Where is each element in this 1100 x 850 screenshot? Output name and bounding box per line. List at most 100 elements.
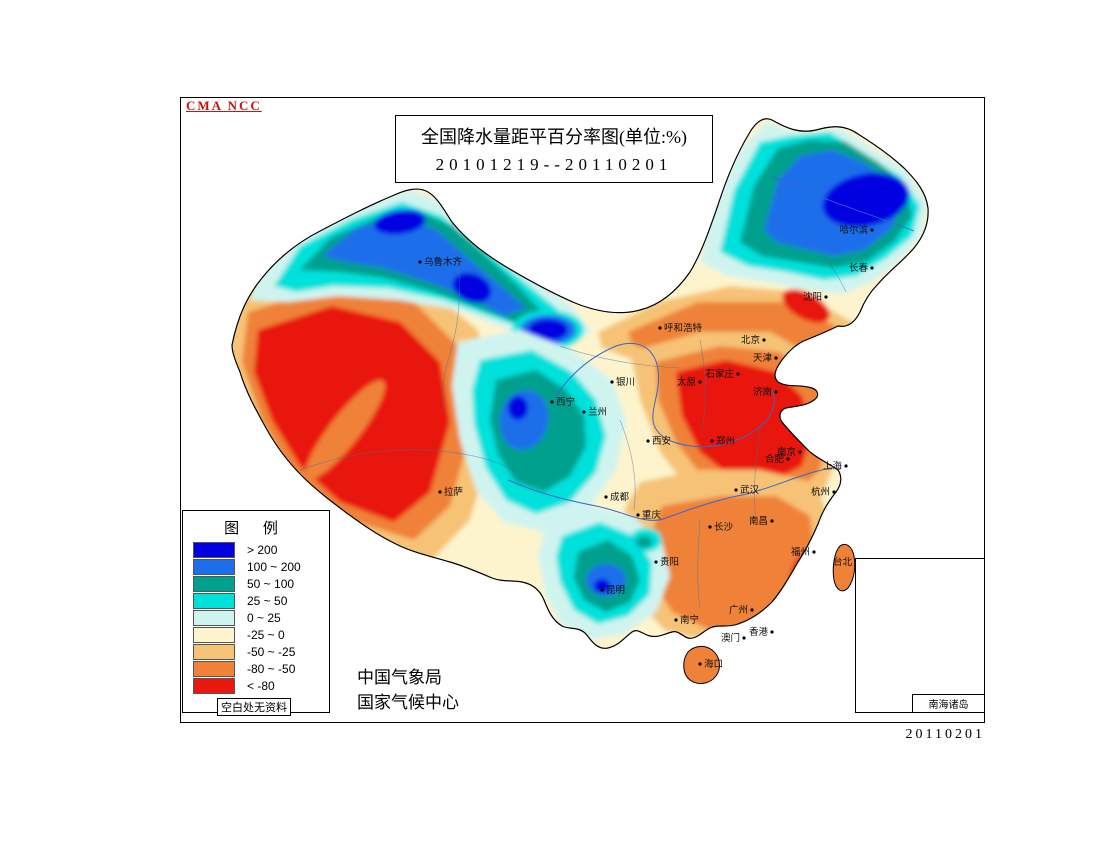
city-marker: 郑州 <box>710 435 735 447</box>
city-label: 长沙 <box>714 521 734 533</box>
map-title: 全国降水量距平百分率图(单位:%) <box>421 127 687 147</box>
city-marker: 重庆 <box>636 509 662 521</box>
city-marker: 拉萨 <box>438 486 464 498</box>
city-label: 郑州 <box>716 435 735 447</box>
city-marker: 香港 <box>749 626 774 638</box>
city-dot <box>708 525 712 529</box>
city-marker: 南昌 <box>749 515 774 527</box>
city-marker: 兰州 <box>582 406 607 418</box>
legend-label: -25 ~ 0 <box>247 627 285 642</box>
yangtze-river <box>507 466 839 521</box>
map-date-range: 20101219--20110201 <box>435 155 673 174</box>
city-label: 广州 <box>729 604 748 616</box>
city-label: 成都 <box>610 491 630 503</box>
legend-swatch <box>193 575 235 592</box>
china-outline <box>231 118 929 649</box>
city-marker: 南宁 <box>674 614 699 626</box>
city-dot <box>734 488 738 492</box>
city-label: 太原 <box>677 376 696 388</box>
legend-item: 50 ~ 100 <box>193 575 329 592</box>
city-label: 南京 <box>777 446 796 458</box>
city-dot <box>750 608 754 612</box>
legend-label: 100 ~ 200 <box>247 559 301 574</box>
agency-line2: 国家气候中心 <box>357 692 459 712</box>
rivers <box>507 175 915 521</box>
city-label: 呼和浩特 <box>664 322 703 334</box>
city-label: 北京 <box>741 334 760 346</box>
city-marker: 海口 <box>698 658 723 670</box>
city-dot <box>674 618 678 622</box>
legend-label: > 200 <box>247 542 278 557</box>
city-marker: 上海 <box>823 460 848 472</box>
city-label: 石家庄 <box>705 368 734 380</box>
city-marker: 太原 <box>677 376 702 388</box>
city-dot <box>762 338 766 342</box>
city-label: 乌鲁木齐 <box>424 256 463 268</box>
city-marker: 武汉 <box>734 484 760 496</box>
city-marker: 广州 <box>729 604 754 616</box>
city-dot <box>698 380 702 384</box>
city-marker: 贵阳 <box>654 556 679 568</box>
city-dot <box>646 439 650 443</box>
songhua-river <box>771 175 915 232</box>
legend-item: -25 ~ 0 <box>193 626 329 643</box>
city-label: 长春 <box>849 262 869 274</box>
city-marker: 哈尔滨 <box>839 224 874 236</box>
city-label: 香港 <box>749 626 769 638</box>
legend-item: > 200 <box>193 541 329 558</box>
city-label: 拉萨 <box>444 486 464 498</box>
legend-label: -50 ~ -25 <box>247 644 296 659</box>
city-label: 银川 <box>616 376 635 388</box>
legend: 图 例 > 200 100 ~ 200 50 ~ 100 25 ~ 50 0 ~ 25 -… <box>182 510 330 716</box>
city-label: 上海 <box>823 460 843 472</box>
city-label: 西安 <box>652 435 671 447</box>
city-label: 澳门 <box>721 632 740 644</box>
city-dot <box>824 295 828 299</box>
legend-swatch <box>193 643 235 660</box>
city-dot <box>812 550 816 554</box>
city-dot <box>770 519 774 523</box>
cma-ncc-watermark: CMA NCC <box>186 98 262 113</box>
city-label: 沈阳 <box>803 291 822 303</box>
city-label: 合肥 <box>765 453 785 465</box>
city-dot <box>610 380 614 384</box>
legend-swatch <box>193 541 235 558</box>
city-dot <box>582 410 586 414</box>
legend-item: 0 ~ 25 <box>193 609 329 626</box>
city-marker: 济南 <box>753 386 778 398</box>
legend-label: 50 ~ 100 <box>247 576 295 591</box>
city-dot <box>550 400 554 404</box>
city-dot <box>870 266 874 270</box>
city-label: 南宁 <box>680 614 699 626</box>
city-marker: 杭州 <box>811 486 836 498</box>
city-dot <box>438 490 442 494</box>
legend-swatch <box>193 609 235 626</box>
city-dot <box>710 439 714 443</box>
city-dot <box>774 356 778 360</box>
city-dot <box>844 464 848 468</box>
city-dot <box>658 326 662 330</box>
city-label: 济南 <box>753 386 772 398</box>
city-dot <box>698 662 702 666</box>
city-marker: 澳门 <box>721 632 746 644</box>
city-marker: 乌鲁木齐 <box>418 256 463 268</box>
city-label: 哈尔滨 <box>839 224 868 236</box>
city-label: 福州 <box>791 546 810 558</box>
date-stamp: 20110201 <box>905 727 985 742</box>
city-marker: 沈阳 <box>803 291 828 303</box>
inset-label: 南海诸岛 <box>912 694 984 712</box>
city-marker: 南京 <box>777 446 802 458</box>
city-label: 贵阳 <box>660 556 679 568</box>
city-marker: 成都 <box>604 491 630 503</box>
city-label: 台北 <box>833 556 853 568</box>
city-dot <box>774 390 778 394</box>
legend-item: 100 ~ 200 <box>193 558 329 575</box>
city-label: 南昌 <box>749 515 768 527</box>
city-label: 海口 <box>704 658 723 670</box>
legend-item: -50 ~ -25 <box>193 643 329 660</box>
legend-title: 图 例 <box>224 521 288 537</box>
city-marker: 石家庄 <box>705 368 740 380</box>
legend-label: -80 ~ -50 <box>247 661 296 676</box>
city-dot <box>786 457 790 461</box>
